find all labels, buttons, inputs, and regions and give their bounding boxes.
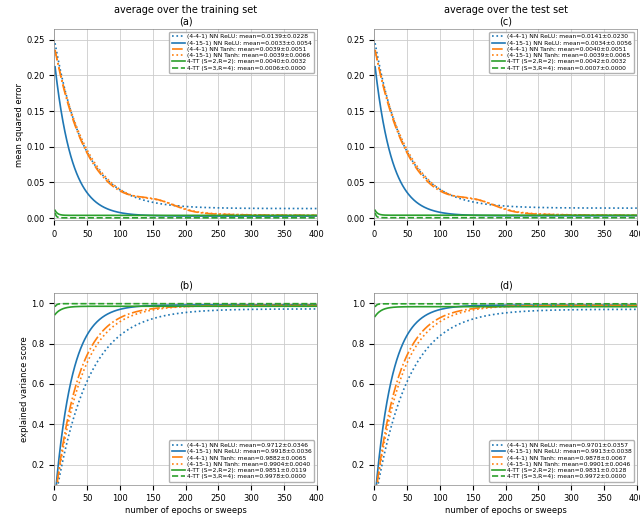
Y-axis label: explained variance score: explained variance score [20,336,29,442]
Title: average over the test set
(c): average over the test set (c) [444,5,568,27]
Legend: (4-4-1) NN ReLU: mean=0.9712±0.0346, (4-15-1) NN ReLU: mean=0.9918±0.0036, (4-4-: (4-4-1) NN ReLU: mean=0.9712±0.0346, (4-… [170,441,314,482]
Legend: (4-4-1) NN ReLU: mean=0.0139±0.0228, (4-15-1) NN ReLU: mean=0.0033±0.0054, (4-4-: (4-4-1) NN ReLU: mean=0.0139±0.0228, (4-… [170,32,314,73]
X-axis label: number of epochs or sweeps: number of epochs or sweeps [445,506,566,515]
Title: (d): (d) [499,281,513,291]
Legend: (4-4-1) NN ReLU: mean=0.9701±0.0357, (4-15-1) NN ReLU: mean=0.9913±0.0038, (4-4-: (4-4-1) NN ReLU: mean=0.9701±0.0357, (4-… [490,441,634,482]
Y-axis label: mean squared error: mean squared error [15,83,24,167]
X-axis label: number of epochs or sweeps: number of epochs or sweeps [125,506,246,515]
Title: average over the training set
(a): average over the training set (a) [114,5,257,27]
Legend: (4-4-1) NN ReLU: mean=0.0141±0.0230, (4-15-1) NN ReLU: mean=0.0034±0.0056, (4-4-: (4-4-1) NN ReLU: mean=0.0141±0.0230, (4-… [490,32,634,73]
Title: (b): (b) [179,281,193,291]
